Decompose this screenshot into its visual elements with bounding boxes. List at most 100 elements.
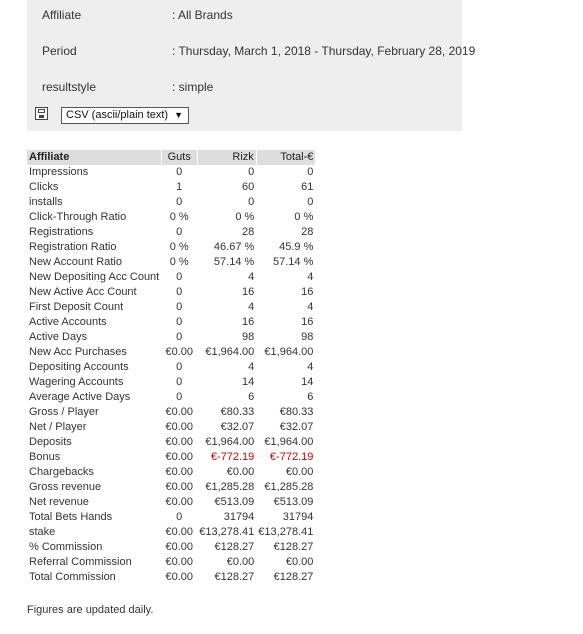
table-row: Chargebacks €0.00 €0.00 €0.00 [27,465,315,480]
cell-total: 4 [307,271,314,283]
cell-guts: €0.00 [165,421,193,433]
cell-rizk: €128.27 [214,541,255,553]
cell-total: €32.07 [279,421,314,433]
cell-guts: €0.00 [165,556,193,568]
table-row: New Acc Purchases €0.00 €1,964.00 €1,964.00 [27,345,315,360]
cell-guts: 0 [176,166,183,178]
table-row: stake €0.00 €13,278.41 €13,278.41 [27,525,315,540]
cell-guts: 0 [176,511,183,523]
cell-total: 98 [301,331,314,343]
cell-total: 6 [307,391,314,403]
table-row: Total Bets Hands 0 31794 31794 [27,510,315,525]
cell-guts: €0.00 [165,451,193,463]
cell-guts: 0 % [169,241,189,253]
cell-guts: 0 [176,331,183,343]
table-row: Depositing Accounts 0 4 4 [27,360,315,375]
table-row: Bonus €0.00 €-772.19 €-772.19 [27,450,315,465]
cell-rizk: €513.09 [214,496,255,508]
export-format-value: CSV (ascii/plain text) [66,109,169,121]
cell-total: 0 [307,166,314,178]
row-label: New Active Acc Count [29,286,137,298]
table-row: Registrations 0 28 28 [27,225,315,240]
cell-guts: €0.00 [165,526,193,538]
cell-total: 0 [307,196,314,208]
cell-total: €80.33 [279,406,314,418]
cell-rizk: 98 [242,331,255,343]
cell-guts: €0.00 [165,496,193,508]
cell-rizk: €1,964.00 [205,436,255,448]
row-label: Bonus [29,451,61,463]
table-row: Active Accounts 0 16 16 [27,315,315,330]
row-label: Registration Ratio [29,241,117,253]
column-header-affiliate: Affiliate [27,150,162,165]
row-label: Active Accounts [29,316,107,328]
cell-rizk: 0 [248,166,255,178]
cell-total: 0 % [294,211,314,223]
cell-total: €1,964.00 [264,436,314,448]
cell-rizk: 31794 [223,511,255,523]
cell-rizk: €1,285.28 [205,481,255,493]
table-row: Active Days 0 98 98 [27,330,315,345]
cell-rizk: €128.27 [214,571,255,583]
cell-guts: 0 [176,271,183,283]
cell-guts: €0.00 [165,346,193,358]
table-row: Registration Ratio 0 % 46.67 % 45.9 % [27,240,315,255]
cell-rizk: €13,278.41 [199,526,255,538]
cell-guts: 0 [176,376,183,388]
cell-rizk: €0.00 [226,556,255,568]
save-icon[interactable] [35,107,48,120]
cell-guts: €0.00 [165,436,193,448]
param-label: Affiliate [42,8,82,22]
cell-rizk: 0 [248,196,255,208]
column-header-rizk: Rizk [196,150,257,165]
cell-guts: 0 [176,226,183,238]
cell-total: 14 [301,376,314,388]
row-label: First Deposit Count [29,301,124,313]
cell-guts: 0 [176,301,183,313]
table-row: Wagering Accounts 0 14 14 [27,375,315,390]
table-row: Clicks 1 60 61 [27,180,315,195]
cell-rizk: 6 [248,391,255,403]
cell-rizk: €80.33 [220,406,255,418]
cell-guts: 0 % [169,256,189,268]
cell-total: €513.09 [273,496,314,508]
export-format-select[interactable]: CSV (ascii/plain text) ▼ [61,107,189,124]
row-label: Gross / Player [29,406,99,418]
param-label: resultstyle [42,80,97,94]
report-parameters: Affiliate : All Brands Period : Thursday… [27,0,475,131]
table-row: Net / Player €0.00 €32.07 €32.07 [27,420,315,435]
cell-guts: 0 % [169,211,189,223]
row-label: Deposits [29,436,72,448]
row-label: Chargebacks [29,466,94,478]
row-label: Total Bets Hands [29,511,113,523]
table-row: % Commission €0.00 €128.27 €128.27 [27,540,315,555]
cell-guts: 0 [176,361,183,373]
cell-total: 16 [301,286,314,298]
cell-guts: 1 [176,181,183,193]
row-label: Depositing Accounts [29,361,129,373]
table-row: Click-Through Ratio 0 % 0 % 0 % [27,210,315,225]
cell-guts: €0.00 [165,481,193,493]
table-row: Net revenue €0.00 €513.09 €513.09 [27,495,315,510]
table-row: Deposits €0.00 €1,964.00 €1,964.00 [27,435,315,450]
row-label: % Commission [29,541,103,553]
row-label: Gross revenue [29,481,102,493]
cell-rizk: €0.00 [226,466,255,478]
table-row: Total Commission €0.00 €128.27 €128.27 [27,570,315,585]
export-bar: CSV (ascii/plain text) ▼ [27,105,462,127]
cell-rizk: 0 % [235,211,255,223]
table-row: New Depositing Acc Count 0 4 4 [27,270,315,285]
row-label: Clicks [29,181,59,193]
cell-rizk: 46.67 % [213,241,255,253]
row-label: Net revenue [29,496,89,508]
cell-rizk: €32.07 [220,421,255,433]
cell-rizk: 4 [248,271,255,283]
row-label: Total Commission [29,571,116,583]
cell-total: €128.27 [273,571,314,583]
table-row: New Active Acc Count 0 16 16 [27,285,315,300]
cell-rizk: 60 [242,181,255,193]
cell-rizk: 28 [242,226,255,238]
table-row: New Account Ratio 0 % 57.14 % 57.14 % [27,255,315,270]
cell-total: €1,964.00 [264,346,314,358]
table-row: Gross revenue €0.00 €1,285.28 €1,285.28 [27,480,315,495]
